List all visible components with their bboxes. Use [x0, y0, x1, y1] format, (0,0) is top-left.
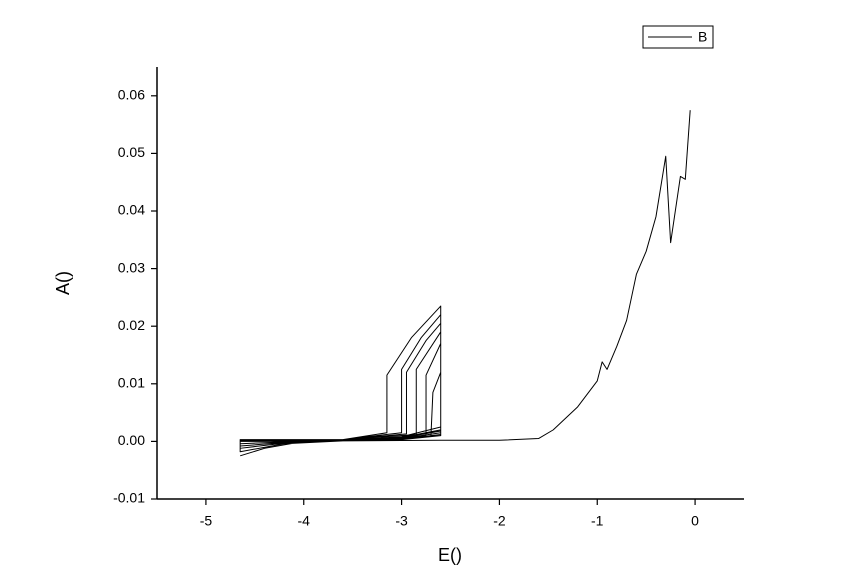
y-tick-label: 0.04 — [118, 202, 145, 218]
y-tick-label: 0.01 — [118, 375, 145, 391]
y-axis-title: A() — [53, 271, 73, 295]
legend-label: B — [698, 29, 707, 45]
y-tick-label: -0.01 — [113, 490, 145, 506]
y-tick-label: 0.03 — [118, 259, 145, 275]
x-tick-label: -3 — [395, 513, 408, 529]
y-tick-label: 0.02 — [118, 317, 145, 333]
x-tick-label: -2 — [493, 513, 506, 529]
x-tick-label: -4 — [298, 513, 311, 529]
y-tick-label: 0.00 — [118, 432, 145, 448]
data-line — [239, 110, 691, 457]
y-tick-label: 0.06 — [118, 87, 145, 103]
x-tick-label: -5 — [200, 513, 213, 529]
x-axis-title: E() — [438, 545, 462, 565]
x-tick-label: 0 — [691, 513, 699, 529]
y-tick-label: 0.05 — [118, 144, 145, 160]
x-tick-label: -1 — [591, 513, 604, 529]
